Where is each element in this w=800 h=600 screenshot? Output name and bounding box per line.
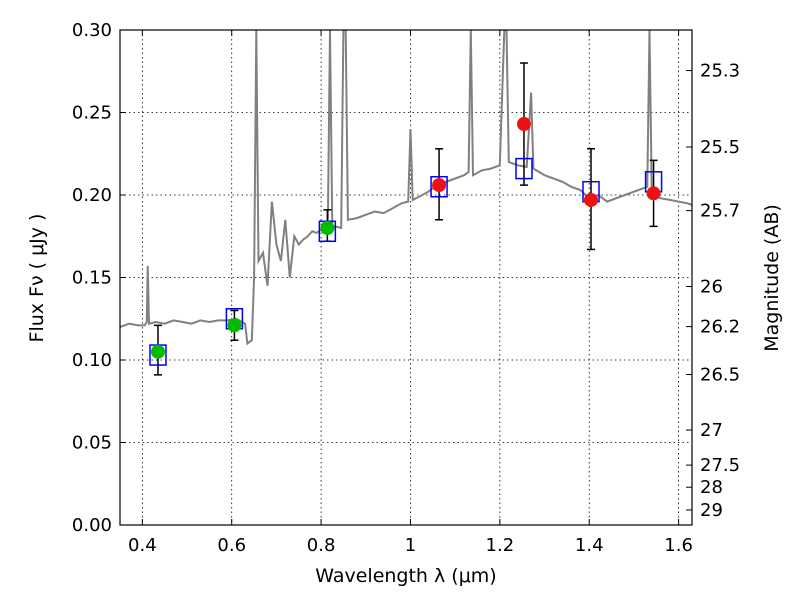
observed-photometry-layer — [150, 117, 661, 359]
y-tick-label: 0.15 — [72, 268, 112, 289]
y2-tick-label: 25.5 — [700, 137, 740, 158]
y-tick-label: 0.05 — [72, 433, 112, 454]
x-tick-label: 1.2 — [486, 535, 515, 556]
ticks — [120, 29, 692, 526]
y2-tick-label: 27 — [700, 420, 723, 441]
y2-tick-label: 29 — [700, 500, 723, 521]
y-tick-labels: 0.00 0.05 0.10 0.15 0.20 0.25 0.30 — [72, 20, 112, 536]
y2-tick-label: 27.5 — [700, 455, 740, 476]
observed-photometry-point — [584, 192, 599, 207]
observed-photometry-point — [150, 344, 165, 359]
y2-tick-label: 26.2 — [700, 317, 740, 338]
y-tick-label: 0.10 — [72, 350, 112, 371]
x-tick-label: 0.6 — [217, 535, 246, 556]
y-axis-label: Flux Fν ( μJy ) — [26, 214, 48, 343]
y-tick-label: 0.30 — [72, 20, 112, 41]
observed-photometry-point — [646, 186, 661, 201]
x-tick-label: 0.8 — [307, 535, 336, 556]
observed-photometry-point — [227, 318, 242, 333]
x-tick-label: 1.4 — [575, 535, 604, 556]
x-tick-labels: 0.4 0.6 0.8 1 1.2 1.4 1.6 — [128, 535, 693, 556]
y2-tick-label: 26.5 — [700, 365, 740, 386]
y-tick-label: 0.00 — [72, 515, 112, 536]
x-tick-label: 1.6 — [664, 535, 693, 556]
grid — [120, 30, 692, 525]
y2-tick-label: 25.7 — [700, 201, 740, 222]
y-tick-label: 0.20 — [72, 185, 112, 206]
observed-photometry-point — [516, 117, 531, 132]
model-photometry-layer — [149, 157, 663, 366]
model-spectrum-layer — [120, 30, 692, 346]
model-photometry-square — [515, 157, 533, 180]
model-spectrum-line — [120, 30, 692, 346]
model-photometry-square — [430, 176, 448, 198]
observed-photometry-point — [432, 178, 447, 193]
x-axis-label: Wavelength λ (μm) — [315, 565, 496, 587]
y2-tick-label: 25.3 — [700, 61, 740, 82]
y2-axis-label: Magnitude (AB) — [761, 204, 783, 352]
y-tick-label: 0.25 — [72, 103, 112, 124]
observed-photometry-point — [320, 221, 335, 235]
x-tick-label: 0.4 — [128, 535, 157, 556]
y2-tick-label: 28 — [700, 477, 723, 498]
y2-tick-label: 26 — [700, 277, 723, 298]
x-tick-label: 1 — [405, 535, 416, 556]
